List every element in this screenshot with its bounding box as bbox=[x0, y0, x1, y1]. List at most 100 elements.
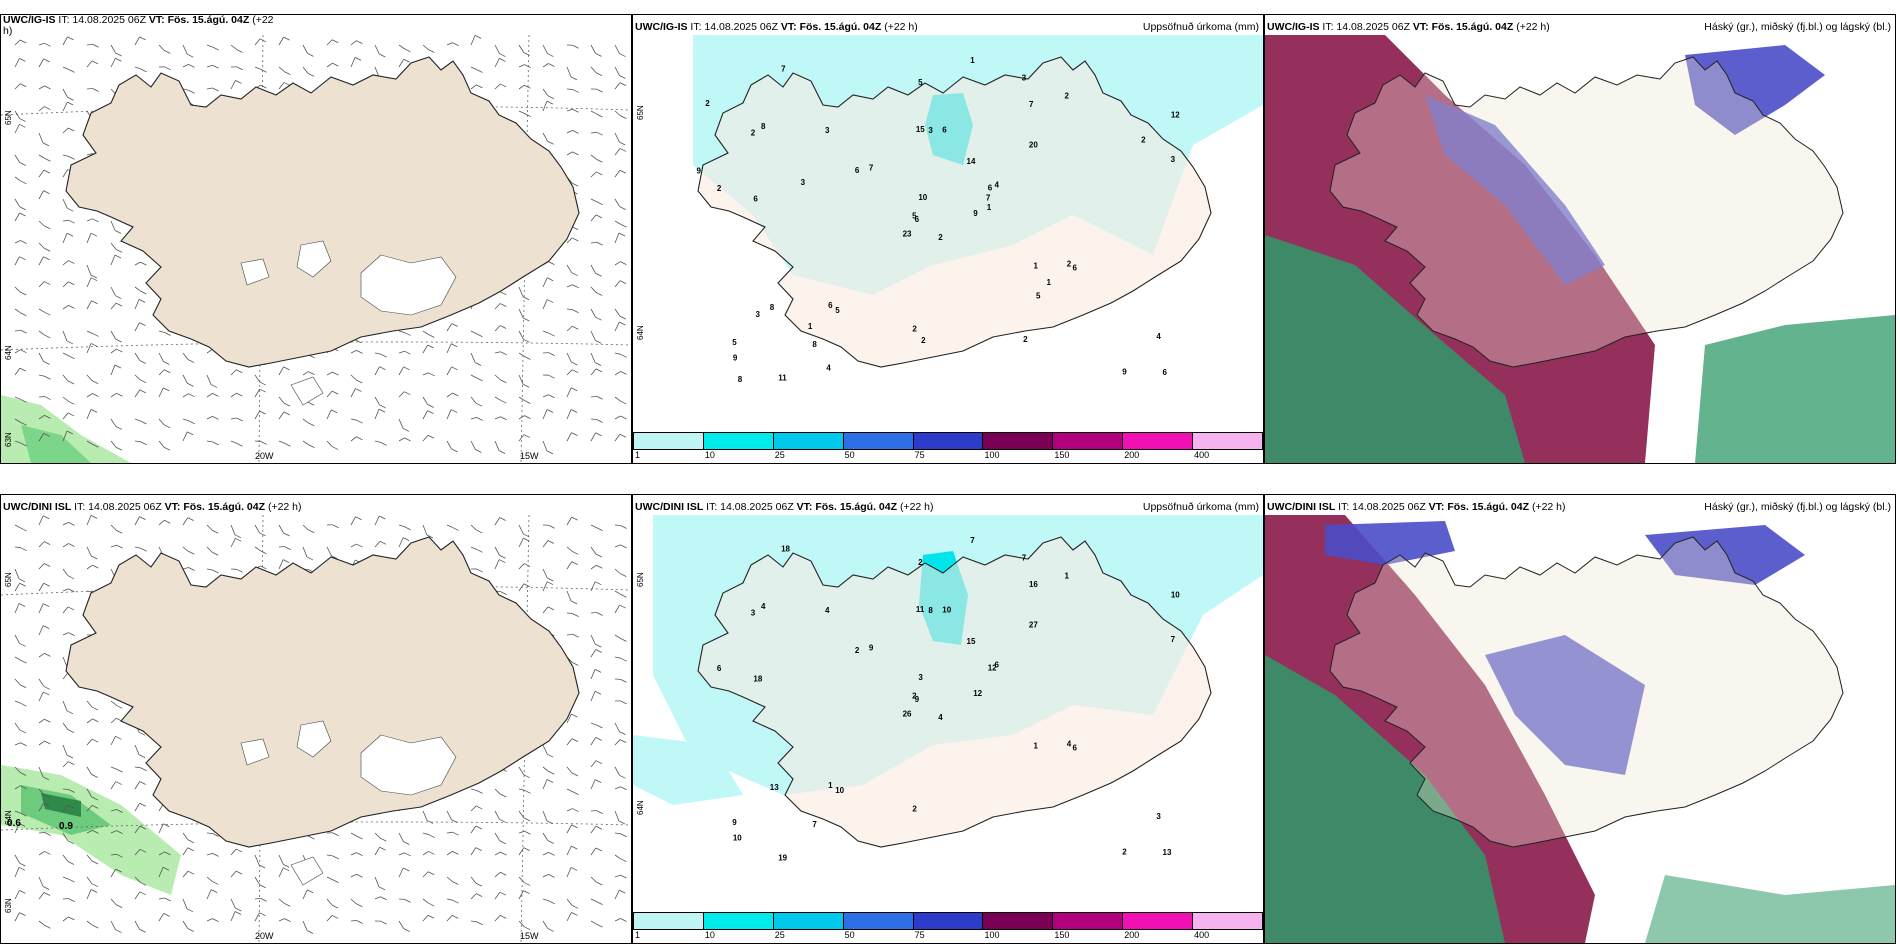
colorbar-tick-label: 10 bbox=[704, 450, 715, 460]
colorbar-swatch: 150 bbox=[1053, 913, 1124, 940]
precip-value-label: 8 bbox=[770, 303, 775, 312]
colorbar-swatch: 200 bbox=[1123, 433, 1194, 460]
panel-title: UWC/IG-IS IT: 14.08.2025 06Z VT: Fös. 15… bbox=[3, 14, 274, 26]
colorbar-swatch: 200 bbox=[1123, 913, 1194, 940]
glaciers bbox=[240, 240, 457, 406]
precip-value-label: 9 bbox=[697, 167, 702, 176]
precip-value-label: 12 bbox=[988, 664, 997, 673]
precip-value-label: 6 bbox=[855, 166, 860, 175]
colorbar-swatch: 10 bbox=[703, 913, 774, 940]
panel-title: UWC/DINI ISL IT: 14.08.2025 06Z VT: Fös.… bbox=[3, 501, 302, 513]
cloud-map bbox=[1265, 15, 1895, 463]
colorbar-tick-label: 1 bbox=[635, 930, 641, 940]
precip-value-label: 1 bbox=[970, 56, 975, 65]
colorbar-swatch: 400 bbox=[1193, 433, 1263, 460]
iceland-outline bbox=[1329, 536, 1844, 848]
precip-value-label: 2 bbox=[751, 129, 756, 138]
precip-value-label: 9 bbox=[869, 644, 874, 653]
lat-label: 63N bbox=[4, 432, 13, 447]
precip-value-label: 2 bbox=[912, 805, 917, 814]
precip-value-label: 1 bbox=[987, 203, 992, 212]
precip-value-label: 19 bbox=[778, 853, 787, 862]
precip-value-label: 2 bbox=[717, 184, 722, 193]
precip-value-label: 11 bbox=[778, 373, 787, 382]
colorbar-swatch: 50 bbox=[843, 433, 914, 460]
colorbar-tick-label: 400 bbox=[1194, 930, 1210, 940]
precip-values: 4399121071016121813181026271911151391078… bbox=[717, 536, 1180, 862]
precip-value-label: 9 bbox=[1122, 368, 1127, 377]
precip-value-label: 7 bbox=[781, 65, 786, 74]
colorbar-swatch: 100 bbox=[983, 433, 1054, 460]
precip-value-label: 4 bbox=[1156, 332, 1161, 341]
precip-value-label: 7 bbox=[1171, 635, 1176, 644]
colorbar-tick-label: 100 bbox=[984, 450, 1000, 460]
precip-value-label: 3 bbox=[756, 310, 761, 319]
precip-map: 4399121071016121813181026271911151391078… bbox=[633, 495, 1263, 943]
precip-value-label: 8 bbox=[738, 375, 743, 384]
iceland-outline bbox=[1329, 56, 1844, 368]
iceland-landmass bbox=[65, 536, 580, 848]
precip-patch bbox=[21, 425, 91, 463]
precip-value-label: 8 bbox=[812, 340, 817, 349]
precip-value-label: 6 bbox=[1072, 743, 1077, 752]
colorbar-tick-label: 200 bbox=[1124, 450, 1140, 460]
precip-value-label: 5 bbox=[912, 212, 917, 221]
precip-value-label: 8 bbox=[761, 122, 766, 131]
colorbar-swatch: 75 bbox=[913, 433, 984, 460]
precip-value-label: 5 bbox=[1036, 291, 1041, 300]
precip-value-label: 5 bbox=[835, 306, 840, 315]
precip-value-label: 6 bbox=[753, 195, 758, 204]
precip-value-label: 6 bbox=[942, 126, 947, 135]
precip-value-label: 2 bbox=[1141, 135, 1146, 144]
panel-wind-dini: UWC/DINI ISL IT: 14.08.2025 06Z VT: Fös.… bbox=[0, 494, 632, 944]
panel-title: UWC/IG-IS IT: 14.08.2025 06Z VT: Fös. 15… bbox=[635, 21, 918, 33]
wind-map bbox=[1, 15, 631, 463]
precip-value-label: 4 bbox=[994, 181, 999, 190]
high-cloud-area bbox=[1645, 875, 1895, 943]
precip-value-label: 2 bbox=[938, 233, 943, 242]
colorbar-swatch: 25 bbox=[773, 433, 844, 460]
panel-title: UWC/IG-IS IT: 14.08.2025 06Z VT: Fös. 15… bbox=[1267, 21, 1550, 33]
precip-value-label: 2 bbox=[921, 336, 926, 345]
precip-value-label: 2 bbox=[705, 99, 710, 108]
precip-colorbar: 1 10 25 50 75 100 150 200 400 bbox=[633, 912, 1263, 940]
panel-precip-ig-is: UWC/IG-IS IT: 14.08.2025 06Z VT: Fös. 15… bbox=[632, 14, 1264, 464]
colorbar-tick-label: 75 bbox=[914, 930, 925, 940]
colorbar-swatch: 1 bbox=[634, 433, 704, 460]
colorbar-tick-label: 50 bbox=[844, 450, 855, 460]
colorbar-swatch: 75 bbox=[913, 913, 984, 940]
precip-value-label: 15 bbox=[916, 125, 925, 134]
precip-value-label: 1 bbox=[808, 322, 813, 331]
precip-value-label: 1 bbox=[828, 781, 833, 790]
high-cloud-area bbox=[1265, 235, 1525, 463]
colorbar-tick-label: 75 bbox=[914, 450, 925, 460]
precip-patch bbox=[41, 793, 81, 817]
precip-value-label: 6 bbox=[915, 215, 920, 224]
panel-title: UWC/DINI ISL IT: 14.08.2025 06Z VT: Fös.… bbox=[635, 501, 934, 513]
lat-label: 65N bbox=[4, 110, 13, 125]
colorbar-tick-label: 400 bbox=[1194, 450, 1210, 460]
colorbar-swatch: 100 bbox=[983, 913, 1054, 940]
precip-value-label: 23 bbox=[903, 230, 912, 239]
high-cloud-area bbox=[1695, 315, 1895, 463]
colorbar-swatch: 10 bbox=[703, 433, 774, 460]
colorbar-swatch: 50 bbox=[843, 913, 914, 940]
lon-label: 15W bbox=[520, 931, 539, 941]
colorbar-swatch: 1 bbox=[634, 913, 704, 940]
precip-value-label: 2 bbox=[918, 558, 923, 567]
precip-value-label: 9 bbox=[915, 695, 920, 704]
precip-value-label: 4 bbox=[826, 364, 831, 373]
precip-value-label: 15 bbox=[967, 637, 976, 646]
precip-value-label: 14 bbox=[967, 157, 976, 166]
lon-label: 20W bbox=[255, 451, 274, 461]
precip-value-label: 5 bbox=[918, 78, 923, 87]
precip-value-label: 4 bbox=[761, 602, 766, 611]
precip-value-label: 6 bbox=[1163, 368, 1168, 377]
precip-value-label: 3 bbox=[1156, 812, 1161, 821]
precip-value-label: 1 bbox=[1033, 741, 1038, 750]
precip-value-label: 7 bbox=[812, 820, 817, 829]
precip-value-label: 9 bbox=[732, 818, 737, 827]
precip-value-label: 2 bbox=[912, 325, 917, 334]
precip-value-label: 11 bbox=[916, 605, 925, 614]
precip-value-label: 1 bbox=[1047, 278, 1052, 287]
